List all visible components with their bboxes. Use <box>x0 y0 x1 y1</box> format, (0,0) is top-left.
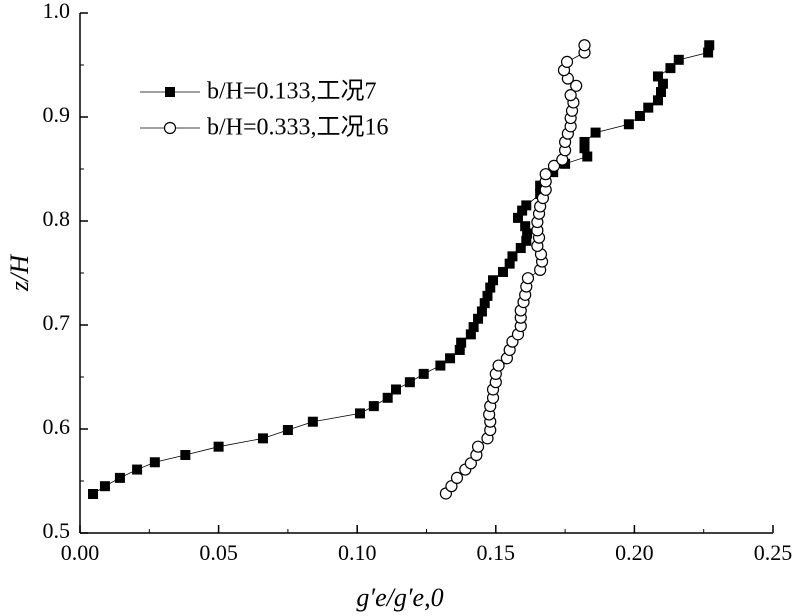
y-axis-label: z/H <box>5 254 34 292</box>
marker <box>548 167 559 178</box>
marker <box>368 401 379 412</box>
marker <box>404 377 415 388</box>
marker <box>282 425 293 436</box>
series-line <box>92 45 710 495</box>
marker <box>454 344 465 355</box>
marker <box>114 472 125 483</box>
marker <box>643 102 654 113</box>
marker <box>578 39 591 52</box>
y-tick-label: 0.5 <box>43 518 71 543</box>
marker <box>652 71 663 82</box>
y-tick-label: 0.8 <box>43 206 71 231</box>
marker <box>450 471 464 484</box>
x-tick-label: 0.20 <box>615 540 654 565</box>
x-tick-label: 0.10 <box>338 540 377 565</box>
marker <box>539 168 552 181</box>
y-tick-label: 0.7 <box>43 310 71 335</box>
marker <box>560 55 574 68</box>
marker <box>504 258 515 269</box>
marker <box>418 368 429 379</box>
legend-marker <box>165 87 175 97</box>
marker <box>180 450 191 460</box>
marker <box>485 282 496 293</box>
marker <box>665 63 676 74</box>
marker <box>507 251 518 262</box>
x-tick-label: 0.15 <box>477 540 516 565</box>
series-line <box>445 45 585 494</box>
marker <box>520 221 531 232</box>
marker <box>521 235 532 246</box>
marker <box>579 143 590 154</box>
marker <box>535 180 546 191</box>
marker <box>579 136 590 147</box>
marker <box>652 95 663 106</box>
marker <box>517 205 528 216</box>
marker <box>471 440 485 453</box>
marker <box>307 416 318 427</box>
marker <box>382 392 393 403</box>
marker <box>570 79 583 92</box>
marker <box>354 408 365 419</box>
marker <box>213 441 224 452</box>
marker <box>564 89 577 102</box>
marker <box>445 480 458 493</box>
marker <box>465 329 476 340</box>
x-tick-label: 0.00 <box>61 540 100 565</box>
marker <box>515 243 526 254</box>
marker <box>468 322 479 333</box>
marker <box>88 489 99 499</box>
marker <box>445 353 456 364</box>
marker <box>704 40 715 51</box>
y-tick-label: 1.0 <box>43 0 71 23</box>
marker <box>547 159 561 172</box>
marker <box>391 384 402 395</box>
x-tick-label: 0.05 <box>199 540 238 565</box>
marker <box>512 212 523 223</box>
marker <box>673 54 684 65</box>
y-tick-label: 0.6 <box>43 414 71 439</box>
marker <box>498 266 509 277</box>
marker <box>590 127 601 138</box>
marker <box>521 200 532 211</box>
marker <box>521 272 535 285</box>
marker <box>257 433 268 444</box>
marker <box>582 151 593 162</box>
marker <box>456 337 467 348</box>
marker <box>657 78 668 89</box>
marker <box>132 464 143 475</box>
marker <box>473 313 484 324</box>
marker <box>482 290 493 301</box>
legend-label: b/H=0.333,工况16 <box>207 115 389 141</box>
x-axis-label: g′e/g′e,0 <box>356 583 443 612</box>
marker <box>703 47 714 58</box>
y-tick-label: 0.9 <box>43 102 71 127</box>
legend-marker <box>163 121 177 135</box>
marker <box>522 228 533 239</box>
marker <box>479 298 490 309</box>
marker <box>656 87 667 98</box>
marker <box>488 275 499 286</box>
marker <box>634 110 645 121</box>
marker <box>623 119 634 130</box>
marker <box>99 481 110 492</box>
legend-label: b/H=0.133,工况7 <box>207 79 377 105</box>
marker <box>149 457 160 468</box>
marker <box>435 360 446 371</box>
marker <box>476 306 487 317</box>
x-tick-label: 0.25 <box>754 540 793 565</box>
marker <box>464 457 477 470</box>
marker <box>492 359 505 372</box>
